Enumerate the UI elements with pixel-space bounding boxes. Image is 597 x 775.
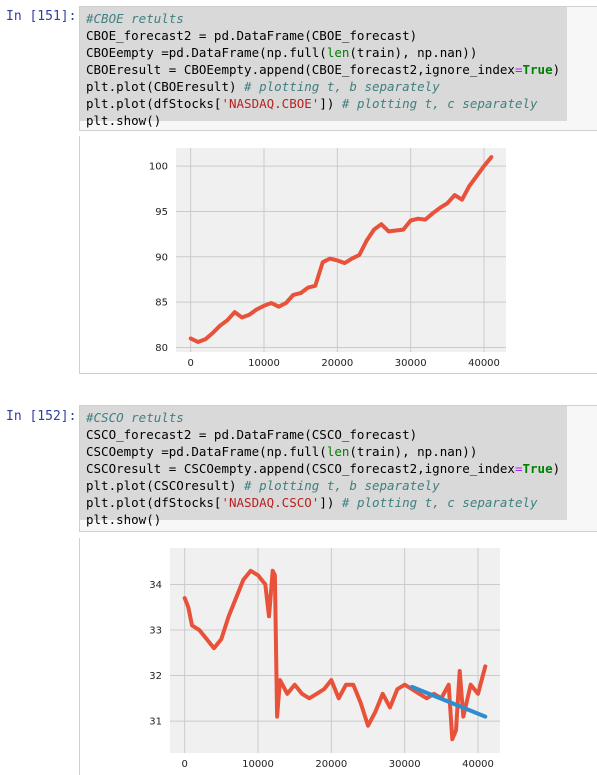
code-token: plt.plot(dfStocks[ [86,495,222,510]
code-token: #CSCO retults [86,410,184,425]
code-line: plt.show() [80,511,597,528]
output-area-csco: 0 10000 20000 30000 40000 31 32 33 34 [79,538,597,775]
code-token: plt.plot(CSCOresult) [86,478,245,493]
code-token: 'NASDAQ.CSCO' [221,495,320,510]
code-token: # plotting t, b separately [244,79,440,94]
code-token: True [522,461,553,476]
code-token: #CBOE retults [86,11,184,26]
code-token: = [514,461,523,476]
plot-background [170,548,500,753]
actual-price-line [182,568,488,742]
y-tick-label: 85 [155,298,168,309]
code-token: ]) [319,495,342,510]
x-tick-label: 20000 [315,759,347,770]
code-line: CSCO_forecast2 = pd.DataFrame(CSCO_forec… [80,426,597,443]
code-token: CSCOresult = CSCOempty.append(CSCO_forec… [86,461,515,476]
x-tick-label: 30000 [395,358,427,369]
y-tick-label: 31 [149,717,162,728]
code-token: len [326,45,350,60]
x-tick-label: 10000 [242,759,274,770]
y-tick-label: 33 [149,626,162,637]
x-tick-label: 0 [181,759,187,770]
code-token: 'NASDAQ.CBOE' [221,96,320,111]
output-area-cboe: 0 10000 20000 30000 40000 80 85 90 95 100 [79,136,597,374]
code-token: CBOEresult = CBOEempty.append(CBOE_forec… [86,62,515,77]
code-token: CSCOempty =pd.DataFrame(np.full( [86,444,327,459]
code-selection-highlight [80,406,567,520]
code-line: plt.plot(CSCOresult) # plotting t, b sep… [80,477,597,494]
x-tick-label: 30000 [389,759,421,770]
code-token: CBOE_forecast2 = pd.DataFrame(CBOE_forec… [86,28,418,43]
code-line: CSCOempty =pd.DataFrame(np.full(len(trai… [80,443,597,460]
y-tick-label: 32 [149,671,162,682]
code-token: plt.plot(CBOEresult) [86,79,245,94]
code-line: plt.plot(dfStocks['NASDAQ.CBOE']) # plot… [80,95,597,112]
actual-price-line [188,155,494,344]
code-editor[interactable]: #CBOE retults CBOE_forecast2 = pd.DataFra… [80,7,597,129]
code-token: = [514,62,523,77]
y-tick-label: 80 [155,343,168,354]
code-editor[interactable]: #CSCO retults CSCO_forecast2 = pd.DataFra… [80,406,597,528]
code-token: (train), np.nan)) [349,45,478,60]
cell-prompt: In [151]: [6,9,77,24]
code-token: True [522,62,553,77]
code-token: # plotting t, c separately [341,96,538,111]
code-token: plt.plot(dfStocks[ [86,96,222,111]
cboe-forecast-chart: 0 10000 20000 30000 40000 80 85 90 95 100 [149,148,506,369]
x-tick-label: 40000 [468,358,500,369]
csco-forecast-chart: 0 10000 20000 30000 40000 31 32 33 34 [149,548,500,770]
code-token: CBOEempty =pd.DataFrame(np.full( [86,45,327,60]
code-token: # plotting t, b separately [244,478,440,493]
x-tick-label: 40000 [462,759,494,770]
x-tick-label: 20000 [321,358,353,369]
code-line: plt.show() [80,112,597,129]
code-token: plt.show() [86,512,162,527]
code-line: plt.plot(dfStocks['NASDAQ.CSCO']) # plot… [80,494,597,511]
y-tick-label: 100 [149,162,168,173]
code-token: ]) [319,96,342,111]
code-cell-cboe[interactable]: #CBOE retults CBOE_forecast2 = pd.DataFra… [79,6,597,131]
x-tick-label: 0 [187,358,193,369]
code-line: CBOEresult = CBOEempty.append(CBOE_forec… [80,61,597,78]
cell-prompt: In [152]: [6,409,77,424]
code-line: plt.plot(CBOEresult) # plotting t, b sep… [80,78,597,95]
code-token: # plotting t, c separately [341,495,538,510]
code-line: CSCOresult = CSCOempty.append(CSCO_forec… [80,460,597,477]
x-tick-label: 10000 [248,358,280,369]
y-tick-label: 34 [149,580,162,591]
code-token: (train), np.nan)) [349,444,478,459]
code-cell-csco[interactable]: #CSCO retults CSCO_forecast2 = pd.DataFra… [79,405,597,532]
forecast-line [410,684,488,719]
code-line: #CBOE retults [80,10,597,27]
code-token: plt.show() [86,113,162,128]
code-line: CBOE_forecast2 = pd.DataFrame(CBOE_forec… [80,27,597,44]
code-token: CSCO_forecast2 = pd.DataFrame(CSCO_forec… [86,427,418,442]
y-tick-label: 90 [155,252,168,263]
code-line: #CSCO retults [80,409,597,426]
code-line: CBOEempty =pd.DataFrame(np.full(len(trai… [80,44,597,61]
code-selection-highlight [80,7,567,121]
code-token: len [326,444,350,459]
code-token: ) [552,461,561,476]
y-tick-label: 95 [155,207,168,218]
code-token: ) [552,62,561,77]
